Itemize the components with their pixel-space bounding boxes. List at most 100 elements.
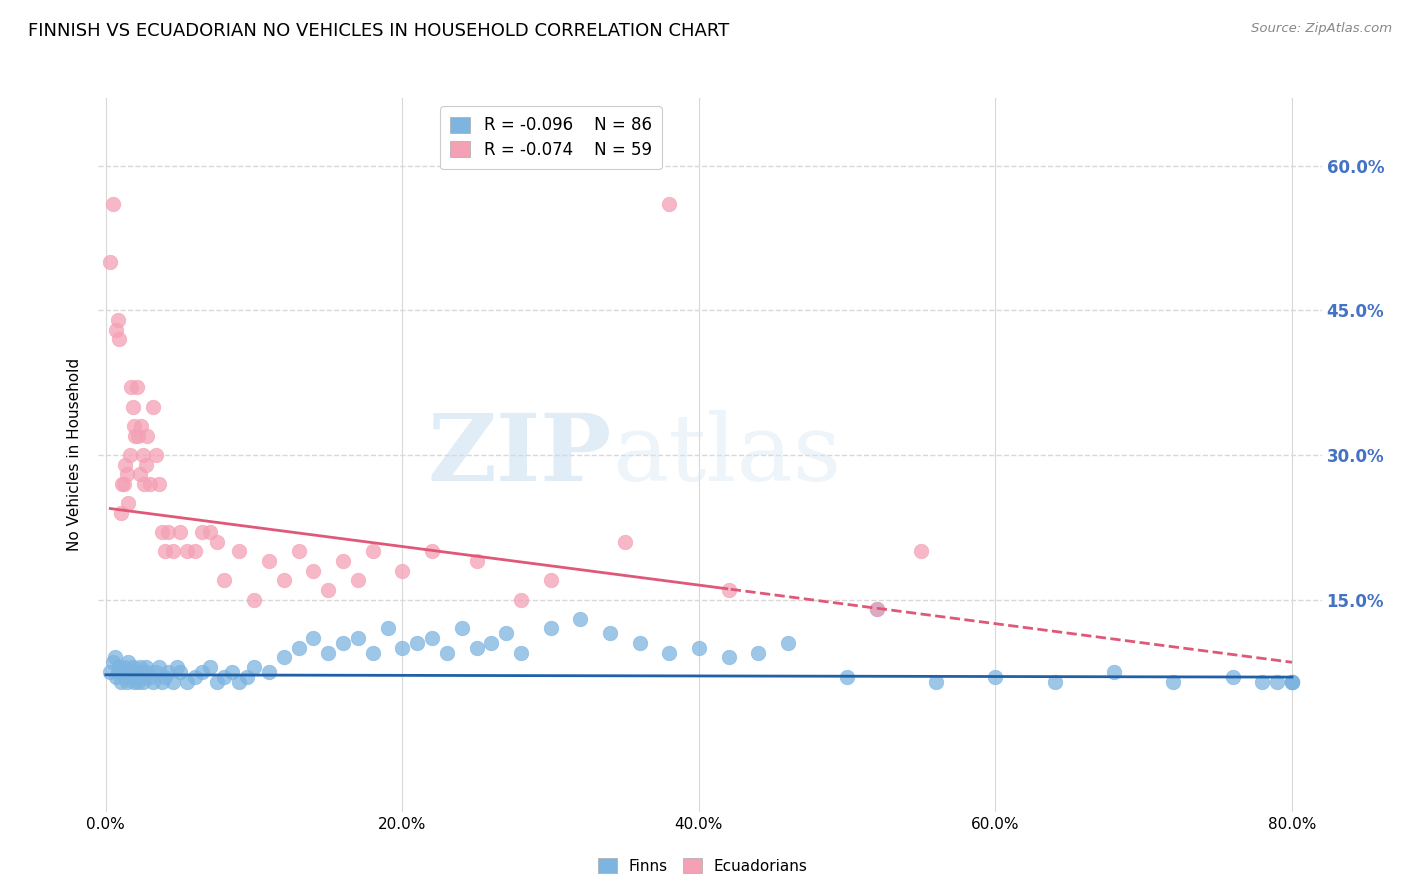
Point xyxy=(108,660,131,674)
Point xyxy=(129,660,152,674)
Point xyxy=(150,674,173,689)
Point xyxy=(316,582,339,597)
Point xyxy=(115,467,138,482)
Point xyxy=(658,197,681,211)
Point xyxy=(837,670,859,684)
Point xyxy=(347,574,370,588)
Point xyxy=(510,646,533,660)
Point xyxy=(122,419,145,434)
Point xyxy=(134,670,156,684)
Point xyxy=(145,448,167,462)
Point xyxy=(120,380,142,394)
Point xyxy=(235,670,257,684)
Point xyxy=(332,554,354,568)
Point xyxy=(153,544,176,558)
Point xyxy=(228,674,250,689)
Point xyxy=(118,448,141,462)
Point xyxy=(540,622,562,636)
Point xyxy=(866,602,889,616)
Point xyxy=(479,636,502,650)
Point xyxy=(1281,674,1303,689)
Point xyxy=(1102,665,1125,679)
Point xyxy=(124,665,146,679)
Point xyxy=(142,400,165,414)
Point xyxy=(107,313,129,327)
Point xyxy=(136,428,159,442)
Point xyxy=(747,646,769,660)
Point xyxy=(122,674,145,689)
Point xyxy=(717,582,740,597)
Point xyxy=(125,380,148,394)
Text: atlas: atlas xyxy=(612,410,841,500)
Point xyxy=(287,640,309,655)
Point xyxy=(984,670,1007,684)
Point xyxy=(110,506,132,520)
Point xyxy=(228,544,250,558)
Point xyxy=(129,467,152,482)
Point xyxy=(910,544,932,558)
Point xyxy=(436,646,458,660)
Point xyxy=(316,646,339,660)
Point xyxy=(1281,674,1303,689)
Point xyxy=(132,674,155,689)
Point xyxy=(776,636,799,650)
Point xyxy=(184,670,207,684)
Legend: Finns, Ecuadorians: Finns, Ecuadorians xyxy=(592,852,814,880)
Point xyxy=(127,428,149,442)
Point xyxy=(103,197,125,211)
Point xyxy=(540,574,562,588)
Point xyxy=(510,592,533,607)
Point xyxy=(145,665,167,679)
Point xyxy=(157,524,180,539)
Point xyxy=(925,674,948,689)
Point xyxy=(120,670,142,684)
Point xyxy=(157,665,180,679)
Point xyxy=(131,665,153,679)
Point xyxy=(450,622,472,636)
Point xyxy=(302,631,325,645)
Point xyxy=(1222,670,1244,684)
Point xyxy=(688,640,710,655)
Point xyxy=(117,655,139,669)
Point xyxy=(132,448,155,462)
Point xyxy=(110,674,132,689)
Point xyxy=(243,660,266,674)
Point xyxy=(127,674,149,689)
Point xyxy=(166,660,188,674)
Point xyxy=(112,660,135,674)
Point xyxy=(391,640,413,655)
Point xyxy=(198,660,221,674)
Point xyxy=(121,660,143,674)
Point xyxy=(191,524,214,539)
Point xyxy=(1163,674,1185,689)
Point xyxy=(302,564,325,578)
Point xyxy=(131,419,153,434)
Point xyxy=(115,674,138,689)
Point xyxy=(169,524,191,539)
Point xyxy=(112,476,135,491)
Point xyxy=(134,476,156,491)
Point xyxy=(361,544,384,558)
Text: ZIP: ZIP xyxy=(427,410,612,500)
Point xyxy=(1281,674,1303,689)
Text: FINNISH VS ECUADORIAN NO VEHICLES IN HOUSEHOLD CORRELATION CHART: FINNISH VS ECUADORIAN NO VEHICLES IN HOU… xyxy=(28,22,730,40)
Point xyxy=(243,592,266,607)
Point xyxy=(1265,674,1288,689)
Point xyxy=(111,476,134,491)
Point xyxy=(205,674,228,689)
Point xyxy=(1251,674,1274,689)
Point xyxy=(176,544,198,558)
Point xyxy=(377,622,399,636)
Point xyxy=(169,665,191,679)
Point xyxy=(135,660,157,674)
Legend: R = -0.096    N = 86, R = -0.074    N = 59: R = -0.096 N = 86, R = -0.074 N = 59 xyxy=(440,106,662,169)
Point xyxy=(104,650,127,665)
Point xyxy=(176,674,198,689)
Point xyxy=(135,458,157,472)
Point xyxy=(613,534,636,549)
Point xyxy=(118,665,141,679)
Point xyxy=(105,322,128,336)
Point xyxy=(150,524,173,539)
Point xyxy=(332,636,354,650)
Point xyxy=(103,655,125,669)
